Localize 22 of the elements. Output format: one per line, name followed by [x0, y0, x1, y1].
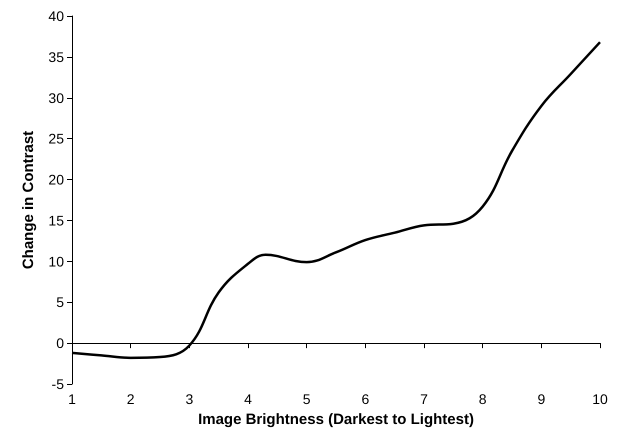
y-tick-label: -5 [52, 376, 64, 392]
x-tick-label: 4 [244, 391, 252, 407]
y-tick-label: 15 [48, 212, 64, 228]
x-axis-title: Image Brightness (Darkest to Lightest) [198, 411, 474, 428]
y-tick-label: 25 [48, 130, 64, 147]
y-tick-label: 20 [48, 172, 64, 188]
x-tick-label: 10 [592, 391, 608, 407]
x-tick-label: 6 [361, 391, 370, 407]
x-tick-label: 7 [420, 391, 428, 407]
x-tick-label: 8 [478, 391, 487, 407]
x-tick-label: 1 [68, 391, 76, 407]
x-tick-label: 2 [126, 391, 135, 407]
x-tick-label: 3 [185, 391, 194, 407]
y-tick-label: 35 [48, 48, 64, 65]
y-axis-title: Change in Contrast [20, 130, 37, 270]
y-tick-label: 5 [56, 294, 64, 310]
x-tick-label: 5 [302, 391, 311, 407]
y-tick-label: 30 [48, 90, 64, 106]
y-tick-label: 10 [48, 253, 64, 270]
y-tick-label: 40 [48, 8, 64, 24]
y-tick-label: 0 [56, 335, 64, 352]
x-tick-label: 9 [537, 391, 546, 407]
